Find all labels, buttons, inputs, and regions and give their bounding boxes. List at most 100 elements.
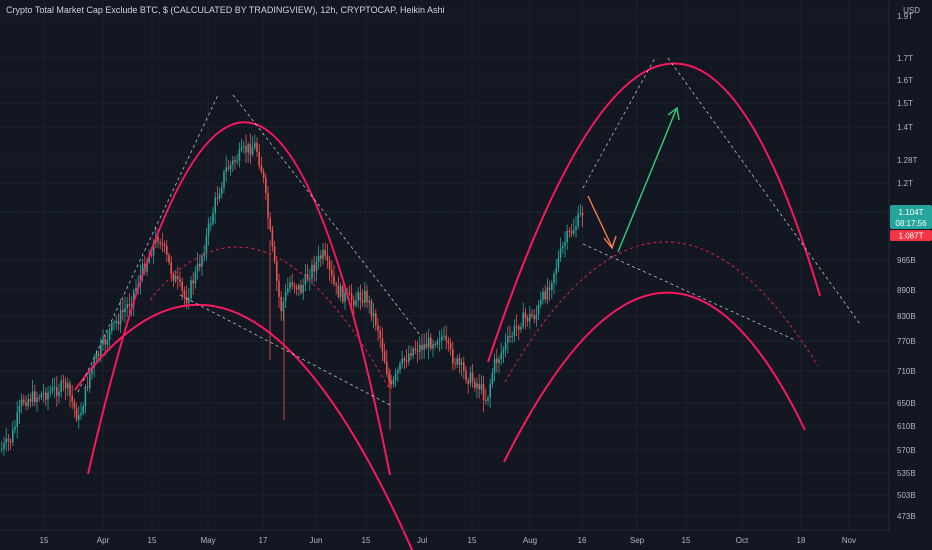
low-price-value: 1.087T — [899, 232, 924, 241]
time-tick-label: Sep — [630, 536, 645, 545]
arrow-down-head[interactable] — [603, 235, 617, 250]
arc-inner-left[interactable] — [74, 303, 420, 550]
candle-body — [386, 361, 388, 375]
candle-body — [247, 144, 249, 153]
candle-body — [419, 344, 421, 352]
arc-dashed-right[interactable] — [504, 241, 819, 383]
arc-dashed-left[interactable] — [149, 246, 391, 391]
candle-body — [309, 278, 311, 280]
arrow-up-head[interactable] — [667, 106, 680, 121]
candle-body — [262, 171, 265, 178]
candle-body — [467, 380, 469, 384]
candle-body — [146, 261, 148, 272]
arc-outer-left[interactable] — [87, 121, 391, 476]
time-tick-label: 15 — [148, 536, 157, 545]
candle-body — [524, 312, 527, 319]
arc-inner-right[interactable] — [503, 291, 806, 463]
candle-body — [566, 231, 568, 243]
candle-body — [388, 374, 390, 381]
candle-body — [119, 309, 122, 325]
candle-body — [513, 326, 516, 337]
candle-body — [555, 268, 557, 274]
time-tick-label: 15 — [468, 536, 477, 545]
candle-body — [36, 397, 38, 403]
candle-body — [559, 248, 562, 258]
candle-body — [45, 392, 47, 400]
candle-body — [344, 292, 346, 302]
candle-body — [302, 285, 304, 293]
price-tick-label: 1.7T — [897, 54, 913, 63]
candle-body — [518, 326, 520, 330]
candle-body — [210, 223, 212, 225]
candle-body — [80, 413, 82, 416]
candle-body — [504, 342, 507, 350]
candle-body — [421, 344, 423, 350]
candle-body — [47, 392, 49, 400]
candle-body — [348, 292, 351, 294]
time-tick-label: Aug — [523, 536, 537, 545]
candle-body — [280, 296, 282, 312]
candle-body — [469, 372, 472, 384]
candle-body — [166, 246, 168, 255]
candle-body — [515, 326, 518, 328]
candle-body — [34, 391, 36, 403]
candle-body — [258, 151, 260, 166]
candle-body — [141, 264, 144, 276]
candle-body — [315, 261, 318, 272]
candle-body — [390, 380, 392, 385]
time-tick-label: 15 — [682, 536, 691, 545]
trendline-lower-right[interactable] — [582, 243, 796, 341]
arrow-up[interactable] — [617, 109, 677, 253]
trendline-rise-left[interactable] — [77, 94, 219, 393]
candle-body — [368, 300, 370, 303]
candle-body — [335, 283, 337, 286]
candle-body — [172, 274, 175, 281]
time-tick-label: 15 — [362, 536, 371, 545]
time-tick-label: 17 — [259, 536, 268, 545]
candle-body — [416, 350, 419, 352]
arc-outer-right[interactable] — [487, 62, 821, 363]
candle-body — [489, 384, 491, 398]
candle-body — [108, 330, 111, 340]
candle-body — [353, 300, 355, 306]
candle-body — [16, 412, 18, 427]
candle-body — [271, 229, 274, 247]
price-tick-label: 770B — [897, 337, 916, 346]
drawings[interactable] — [0, 57, 889, 550]
candle-body — [291, 282, 293, 286]
price-axis[interactable]: 1.9T 1.7T 1.6T 1.5T 1.4T 1.28T 1.2T 965B 890B 830… — [897, 12, 918, 521]
time-axis[interactable]: 15 Apr 15 May 17 Jun 15 Jul 15 Aug 16 Sep 15 Oct 18 Nov — [40, 536, 857, 545]
candle-body — [401, 358, 403, 364]
trendline-fall-left[interactable] — [232, 94, 421, 336]
price-tick-label: 570B — [897, 446, 916, 455]
candle-body — [240, 147, 243, 150]
candle-body — [491, 372, 494, 385]
candle-body — [51, 387, 54, 392]
candle-body — [383, 351, 386, 362]
low-price-badge — [890, 230, 932, 241]
currency-label[interactable]: USD — [903, 6, 920, 15]
candle-body — [265, 177, 267, 194]
trendline-rise-right[interactable] — [582, 57, 656, 189]
candle-body — [359, 292, 362, 301]
price-tick-label: 1.4T — [897, 123, 913, 132]
candle-body — [449, 343, 452, 350]
trendline-fall-right[interactable] — [667, 57, 861, 325]
candle-body — [350, 293, 353, 301]
candle-body — [432, 344, 434, 349]
bar-countdown: 08:17:56 — [895, 219, 927, 228]
candle-body — [113, 322, 115, 324]
time-tick-label: Jul — [417, 536, 427, 545]
candle-body — [23, 399, 25, 403]
candle-body — [573, 230, 575, 234]
arrow-down[interactable] — [587, 195, 613, 248]
candle-body — [225, 167, 227, 172]
candle-body — [282, 301, 285, 312]
candle-body — [82, 406, 84, 414]
candle-body — [535, 314, 538, 320]
candle-body — [89, 374, 91, 388]
candle-body — [102, 338, 104, 345]
price-tick-label: 1.6T — [897, 76, 913, 85]
